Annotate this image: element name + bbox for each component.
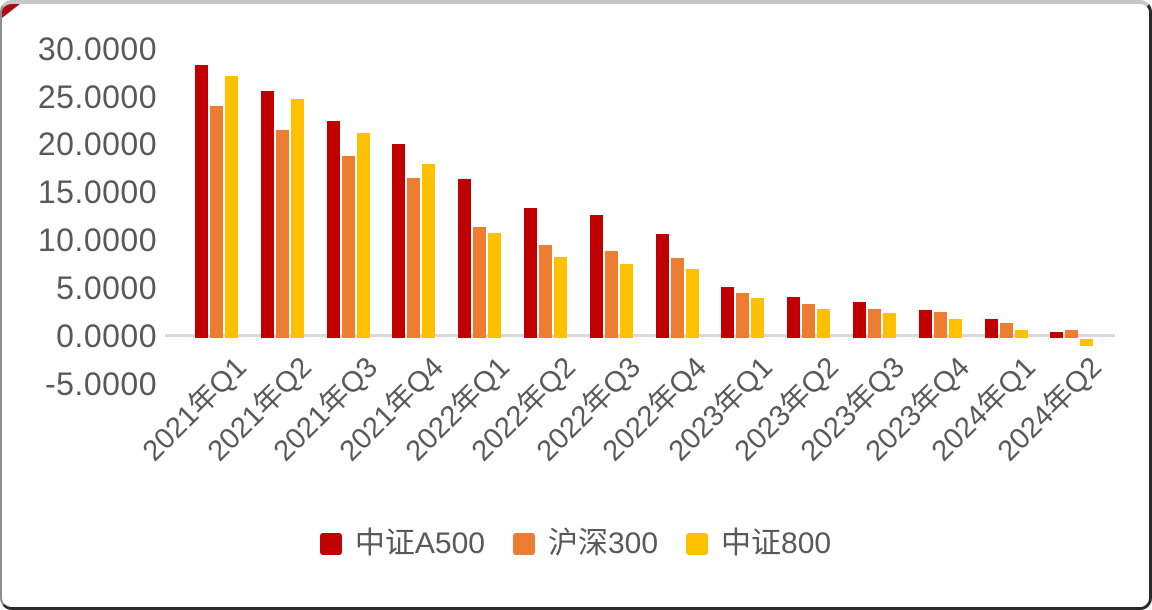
legend-item-中证800: 中证800 [686, 528, 831, 560]
y-tick-label: -5.0000 [44, 365, 157, 402]
y-tick-label: 25.0000 [37, 78, 157, 115]
bar-中证800-2023年Q1 [751, 297, 765, 338]
bar-中证800-2024年Q1 [1014, 330, 1028, 338]
bar-沪深300-2024年Q1 [999, 322, 1013, 338]
y-tick-label: 15.0000 [37, 174, 157, 211]
y-tick-label: 10.0000 [37, 222, 157, 259]
bar-沪深300-2022年Q3 [604, 250, 618, 338]
bar-中证A500-2023年Q1 [721, 287, 735, 338]
bar-中证A500-2022年Q1 [458, 178, 472, 338]
bar-中证A500-2023年Q2 [787, 296, 801, 338]
legend-swatch-icon [319, 533, 342, 555]
bar-沪深300-2024年Q2 [1065, 330, 1079, 338]
bar-中证A500-2022年Q4 [655, 234, 669, 338]
plot-area: 30.0000 25.0000 20.0000 15.0000 10.0000 5.000… [2, 4, 1149, 607]
bar-中证800-2021年Q1 [225, 75, 238, 338]
bar-中证800-2022年Q3 [619, 264, 633, 338]
bar-沪深300-2022年Q4 [670, 258, 684, 338]
legend: 中证A500 沪深300 中证800 [2, 528, 1149, 560]
bar-中证800-2022年Q1 [488, 232, 502, 338]
legend-swatch-icon [686, 533, 709, 555]
bar-中证800-2022年Q2 [554, 256, 567, 338]
bar-沪深300-2021年Q4 [407, 177, 421, 338]
legend-item-中证A500: 中证A500 [319, 527, 485, 560]
bar-沪深300-2022年Q1 [473, 226, 487, 338]
bar-中证800-2022年Q4 [685, 268, 699, 338]
bar-中证800-2023年Q2 [817, 309, 831, 338]
bar-中证A500-2022年Q2 [524, 207, 537, 338]
y-tick-label: 5.0000 [56, 270, 157, 307]
bar-中证A500-2021年Q1 [195, 64, 208, 338]
bar-沪深300-2021年Q3 [341, 155, 355, 338]
x-axis-line [165, 334, 1115, 337]
y-tick-label: 20.0000 [37, 126, 157, 163]
bar-中证800-2024年Q2 [1080, 339, 1094, 346]
y-tick-label: 30.0000 [37, 30, 157, 67]
legend-swatch-icon [512, 533, 535, 555]
bar-中证800-2021年Q4 [422, 163, 436, 338]
bar-中证A500-2021年Q4 [392, 144, 406, 338]
bar-沪深300-2023年Q1 [736, 292, 750, 338]
bar-中证A500-2024年Q2 [1050, 332, 1064, 338]
bar-中证A500-2023年Q4 [918, 310, 932, 338]
y-tick-label: 0.0000 [56, 318, 157, 354]
legend-item-沪深300: 沪深300 [512, 527, 659, 560]
bar-中证800-2021年Q3 [356, 132, 370, 338]
legend-label: 沪深300 [547, 527, 659, 560]
bar-中证A500-2024年Q1 [984, 318, 998, 338]
bar-沪深300-2021年Q2 [275, 130, 289, 338]
bar-中证800-2021年Q2 [290, 99, 304, 338]
bar-中证800-2023年Q4 [948, 318, 962, 338]
bar-沪深300-2023年Q3 [868, 309, 881, 338]
bar-沪深300-2022年Q2 [539, 245, 552, 338]
bar-中证A500-2021年Q3 [326, 121, 340, 338]
legend-label: 中证800 [721, 527, 832, 560]
bar-中证A500-2021年Q2 [260, 90, 274, 338]
bar-沪深300-2023年Q2 [802, 304, 816, 338]
bar-中证A500-2022年Q3 [589, 215, 603, 338]
bar-沪深300-2023年Q4 [933, 312, 947, 338]
legend-label: 中证A500 [354, 527, 485, 560]
bar-沪深300-2021年Q1 [210, 106, 223, 338]
bar-中证A500-2023年Q3 [853, 301, 866, 338]
bar-中证800-2023年Q3 [883, 313, 896, 338]
